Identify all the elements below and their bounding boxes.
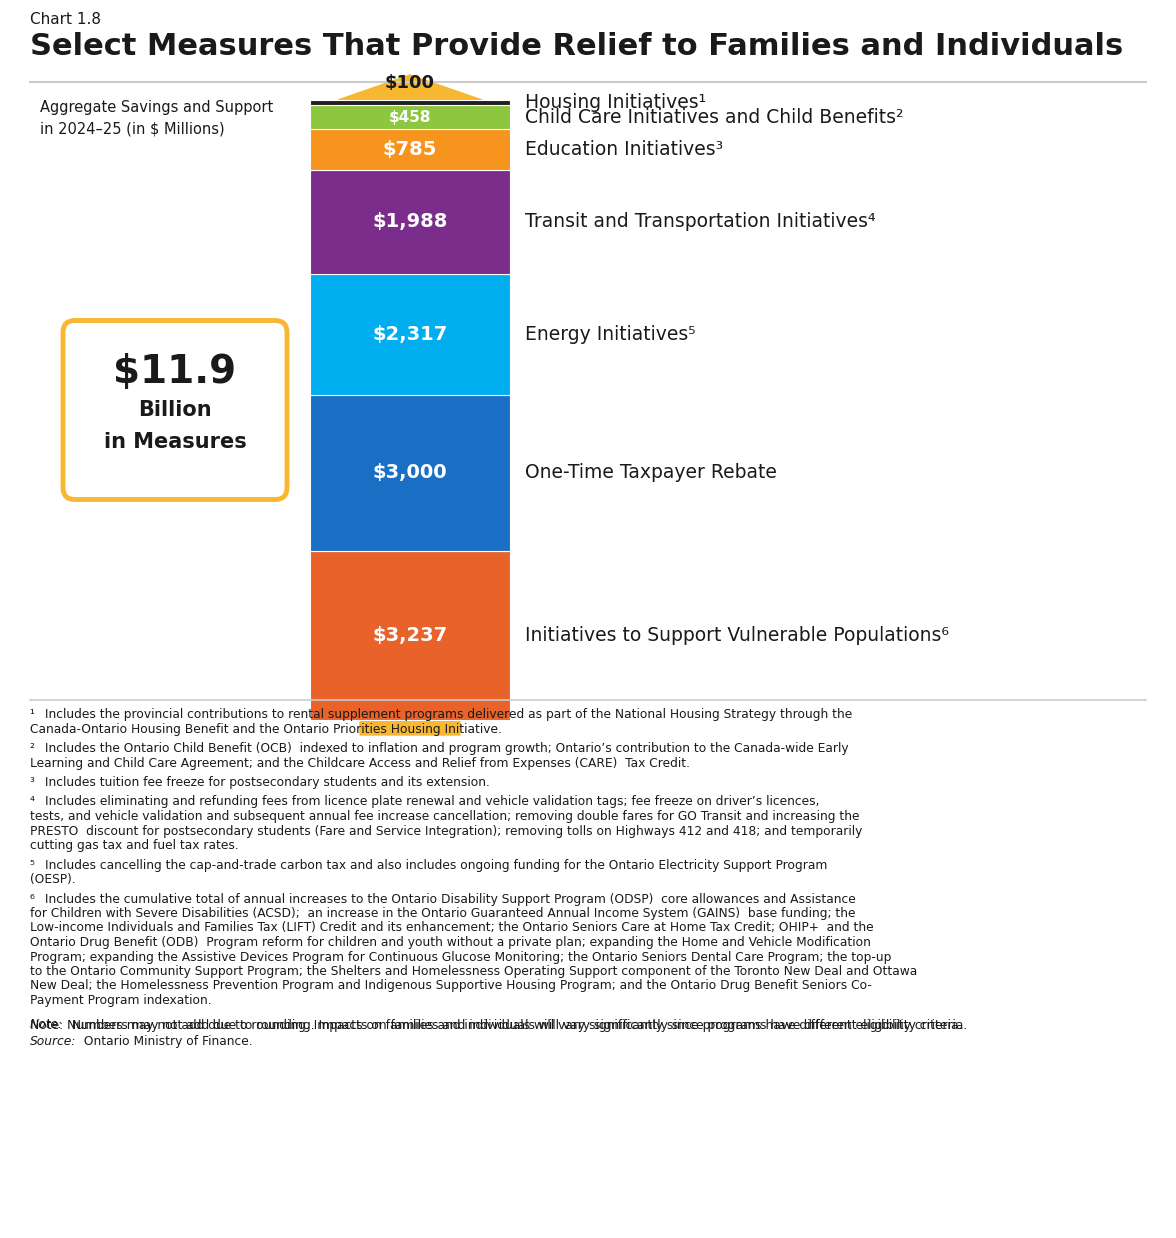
Text: for Children with Severe Disabilities (ACSD);  an increase in the Ontario Guaran: for Children with Severe Disabilities (A… [31, 907, 855, 920]
Text: Initiatives to Support Vulnerable Populations⁶: Initiatives to Support Vulnerable Popula… [524, 626, 949, 645]
Text: Energy Initiatives⁵: Energy Initiatives⁵ [524, 324, 696, 344]
Text: to the Ontario Community Support Program; the Shelters and Homelessness Operatin: to the Ontario Community Support Program… [31, 964, 917, 978]
Text: Source:: Source: [31, 1035, 76, 1049]
Text: $11.9: $11.9 [113, 353, 236, 391]
Text: Low-income Individuals and Families Tax (LIFT) Credit and its enhancement; the O: Low-income Individuals and Families Tax … [31, 921, 874, 935]
Text: PRESTO  discount for postsecondary students (Fare and Service Integration); remo: PRESTO discount for postsecondary studen… [31, 825, 862, 837]
Text: Housing Initiatives¹: Housing Initiatives¹ [524, 93, 706, 113]
FancyBboxPatch shape [64, 321, 287, 499]
Bar [310, 395, 510, 551]
Text: $3,000: $3,000 [373, 463, 447, 483]
Text: Learning and Child Care Agreement; and the Childcare Access and Relief from Expe: Learning and Child Care Agreement; and t… [31, 756, 690, 770]
Text: $1,988: $1,988 [373, 213, 448, 232]
Bar [310, 129, 510, 170]
Text: (OESP).: (OESP). [31, 873, 75, 886]
Text: Program; expanding the Assistive Devices Program for Continuous Glucose Monitori: Program; expanding the Assistive Devices… [31, 951, 891, 963]
Text: Child Care Initiatives and Child Benefits²: Child Care Initiatives and Child Benefit… [524, 108, 903, 126]
Text: $458: $458 [389, 110, 432, 125]
Text: Select Measures That Provide Relief to Families and Individuals: Select Measures That Provide Relief to F… [31, 32, 1123, 61]
Text: Note: Numbers may not add due to rounding. Impacts on families and individuals w: Note: Numbers may not add due to roundin… [31, 1019, 962, 1031]
Text: Aggregate Savings and Support
in 2024–25 (in $ Millions): Aggregate Savings and Support in 2024–25… [40, 100, 273, 136]
Text: Ontario Ministry of Finance.: Ontario Ministry of Finance. [80, 1035, 253, 1049]
Text: in Measures: in Measures [103, 432, 247, 452]
Bar [310, 274, 510, 395]
Text: Ontario Drug Benefit (ODB)  Program reform for children and youth without a priv: Ontario Drug Benefit (ODB) Program refor… [31, 936, 871, 950]
Text: $2,317: $2,317 [373, 324, 448, 344]
Text: $785: $785 [383, 140, 437, 160]
Text: ⁴  Includes eliminating and refunding fees from licence plate renewal and vehicl: ⁴ Includes eliminating and refunding fee… [31, 796, 820, 808]
Text: ¹  Includes the provincial contributions to rental supplement programs delivered: ¹ Includes the provincial contributions … [31, 708, 853, 721]
Bar [310, 170, 510, 274]
Text: Note:: Note: [31, 1019, 64, 1031]
Text: tests, and vehicle validation and subsequent annual fee increase cancellation; r: tests, and vehicle validation and subseq… [31, 810, 860, 823]
Text: Chart 1.8: Chart 1.8 [31, 12, 101, 27]
Text: ²  Includes the Ontario Child Benefit (OCB)  indexed to inflation and program gr: ² Includes the Ontario Child Benefit (OC… [31, 742, 849, 755]
Text: $100: $100 [385, 74, 435, 92]
Text: ⁶  Includes the cumulative total of annual increases to the Ontario Disability S: ⁶ Includes the cumulative total of annua… [31, 893, 856, 905]
Text: ⁵  Includes cancelling the cap-and-trade carbon tax and also includes ongoing fu: ⁵ Includes cancelling the cap-and-trade … [31, 858, 828, 872]
Text: Billion: Billion [139, 400, 212, 420]
Text: One-Time Taxpayer Rebate: One-Time Taxpayer Rebate [524, 463, 777, 483]
Polygon shape [338, 76, 482, 735]
Text: cutting gas tax and fuel tax rates.: cutting gas tax and fuel tax rates. [31, 839, 239, 852]
Text: Education Initiatives³: Education Initiatives³ [524, 140, 723, 160]
Text: New Deal; the Homelessness Prevention Program and Indigenous Supportive Housing : New Deal; the Homelessness Prevention Pr… [31, 979, 871, 993]
Bar [310, 551, 510, 721]
Text: Transit and Transportation Initiatives⁴: Transit and Transportation Initiatives⁴ [524, 213, 876, 232]
Text: Payment Program indexation.: Payment Program indexation. [31, 994, 212, 1006]
Text: $3,237: $3,237 [373, 626, 448, 645]
Text: Canada-Ontario Housing Benefit and the Ontario Priorities Housing Initiative.: Canada-Ontario Housing Benefit and the O… [31, 723, 502, 735]
Bar [310, 100, 510, 105]
Bar [310, 105, 510, 129]
Text: ³  Includes tuition fee freeze for postsecondary students and its extension.: ³ Includes tuition fee freeze for postse… [31, 776, 490, 789]
Text: Numbers may not add due to rounding. Impacts on families and individuals will va: Numbers may not add due to rounding. Imp… [68, 1019, 967, 1031]
